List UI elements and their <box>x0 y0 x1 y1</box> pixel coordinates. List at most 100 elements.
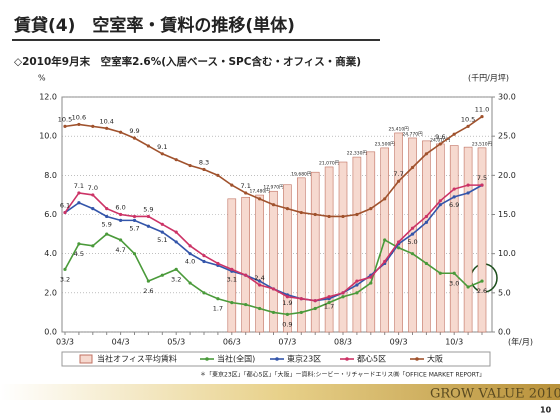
marker <box>424 220 428 224</box>
y-tick-label: 2.0 <box>44 288 57 297</box>
bar <box>269 190 278 333</box>
marker <box>355 212 359 217</box>
marker <box>327 214 331 219</box>
y2-tick-label: 10.0 <box>498 249 516 258</box>
marker <box>452 271 456 275</box>
data-label: 6.1 <box>60 202 70 210</box>
legend-marker <box>345 357 349 361</box>
y-axis-label: % <box>38 74 46 83</box>
marker <box>132 136 137 140</box>
marker <box>466 183 470 187</box>
y2-tick-label: 5.0 <box>498 288 511 297</box>
x-tick-label: 06/3 <box>223 338 241 347</box>
footer-text: GROW VALUE 2010 <box>430 387 560 402</box>
marker <box>452 187 456 191</box>
bar <box>241 196 250 333</box>
marker <box>438 142 442 146</box>
chart-title: 賃貸(4) 空室率・賃料の推移(単体) <box>13 15 295 36</box>
marker <box>410 226 415 230</box>
data-label: 6.0 <box>115 204 125 212</box>
y2-tick-label: 30.0 <box>498 93 516 102</box>
marker <box>424 152 428 156</box>
footer-band <box>0 384 560 400</box>
marker <box>410 252 415 256</box>
bar-label: 25,410円 <box>388 126 409 132</box>
marker <box>77 191 81 195</box>
marker <box>174 240 178 244</box>
legend-label: 当社オフィス平均賃料 <box>97 354 177 364</box>
marker <box>202 254 206 258</box>
bar-label: 23,500円 <box>375 141 396 147</box>
marker <box>77 201 81 205</box>
data-label: 5.9 <box>102 220 112 228</box>
data-label: 1.7 <box>324 303 334 311</box>
data-label: 7.7 <box>393 170 403 178</box>
x-tick-label: 07/3 <box>278 338 296 347</box>
marker <box>160 273 164 277</box>
marker <box>452 195 456 199</box>
marker <box>383 259 387 264</box>
data-label: 4.5 <box>74 250 84 258</box>
bar-label: 22,330円 <box>347 151 368 157</box>
data-label: 3.1 <box>227 275 237 283</box>
bar <box>366 151 376 333</box>
data-label: 0.9 <box>282 320 292 328</box>
bar <box>477 147 487 333</box>
marker <box>271 287 276 291</box>
marker <box>230 183 234 187</box>
marker <box>146 279 150 283</box>
bar-label: 23,510円 <box>472 141 493 147</box>
marker <box>258 197 262 201</box>
data-label: 10.5 <box>461 115 475 123</box>
marker <box>438 271 442 275</box>
data-label: 5.7 <box>129 224 139 232</box>
legend-label: 当社(全国) <box>217 354 255 364</box>
bar-label: 24,770円 <box>402 131 423 137</box>
marker <box>202 291 206 295</box>
marker <box>91 193 95 197</box>
data-label: 9.1 <box>157 143 167 151</box>
marker <box>160 230 164 234</box>
legend-marker <box>415 357 419 361</box>
bar <box>227 198 237 333</box>
bar <box>296 177 306 333</box>
data-label: 5.0 <box>407 238 417 246</box>
data-label: 1.7 <box>213 305 223 313</box>
marker <box>160 152 164 156</box>
bar <box>435 143 445 333</box>
marker <box>424 214 428 219</box>
marker <box>480 114 484 119</box>
bar-label: 17,480円 <box>249 189 270 195</box>
legend-label: 都心5区 <box>357 355 386 364</box>
marker <box>397 179 401 183</box>
marker <box>480 183 484 187</box>
marker <box>424 261 428 266</box>
marker <box>202 259 206 264</box>
marker <box>91 244 95 248</box>
marker <box>216 297 220 301</box>
bar <box>449 145 459 333</box>
marker <box>105 214 109 219</box>
marker <box>91 207 95 211</box>
marker <box>244 273 248 277</box>
data-label: 2.6 <box>477 287 487 295</box>
marker <box>216 261 220 266</box>
marker <box>188 281 192 285</box>
y-tick-label: 4.0 <box>44 249 57 258</box>
y-tick-label: 12.0 <box>39 93 57 102</box>
marker <box>341 291 345 295</box>
data-label: 3.2 <box>60 275 70 283</box>
y-tick-label: 8.0 <box>44 171 57 180</box>
source-note: ＊「東京23区」「都心5区」「大阪」ー資料:シービー・リチャードエリス㈱「OFF… <box>200 371 485 379</box>
bar <box>310 171 320 333</box>
data-label: 3.0 <box>449 279 459 287</box>
y-tick-label: 10.0 <box>39 132 57 141</box>
marker <box>244 302 248 307</box>
data-label: 9.9 <box>129 127 139 135</box>
page-number: 10 <box>540 406 552 415</box>
marker <box>105 232 109 236</box>
data-label: 1.9 <box>282 299 292 307</box>
marker <box>341 295 345 299</box>
marker <box>202 167 206 172</box>
marker <box>132 218 137 222</box>
